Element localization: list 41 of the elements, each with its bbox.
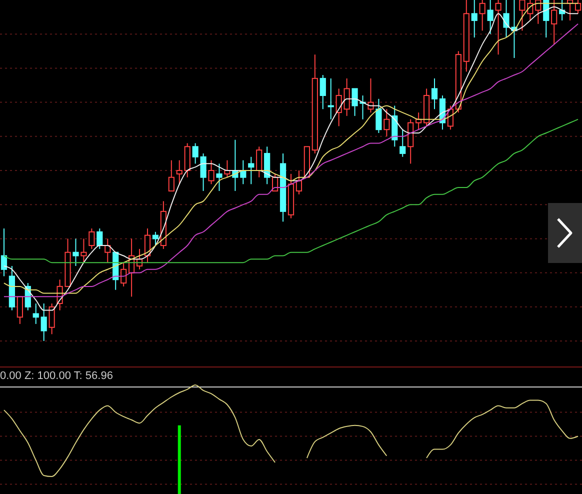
candlestick: [32, 302, 39, 324]
candlestick: [208, 160, 214, 185]
candlestick: [224, 160, 230, 178]
candlestick: [40, 302, 47, 342]
candlestick: [16, 296, 23, 324]
candlestick: [0, 228, 8, 277]
candlestick: [376, 98, 382, 134]
candlestick: [152, 231, 159, 246]
candlestick: [200, 152, 206, 192]
candlestick: [320, 74, 326, 110]
candlestick: [328, 78, 334, 120]
candlestick: [574, 0, 582, 14]
candlestick: [256, 146, 262, 178]
candlestick: [543, 0, 550, 38]
candlestick: [120, 262, 127, 287]
candlestick: [495, 0, 502, 56]
candlestick: [392, 105, 398, 148]
candlestick: [168, 160, 174, 192]
candlestick: [184, 142, 190, 178]
candlestick: [344, 78, 350, 116]
candlestick: [384, 108, 390, 137]
candlestick: [176, 160, 182, 185]
candlestick: [264, 146, 270, 185]
candlestick: [400, 129, 406, 158]
candlestick: [479, 0, 486, 32]
candlestick: [503, 0, 510, 38]
candlestick: [88, 228, 95, 250]
candlestick: [296, 170, 302, 195]
candlestick: [248, 156, 254, 185]
candlestick: [72, 238, 79, 266]
candlestick: [408, 118, 414, 164]
candlestick: [192, 142, 198, 164]
candlestick: [96, 228, 103, 250]
candlestick: [487, 0, 494, 35]
text: 0.00 Z: 100.00 T: 56.96: [0, 370, 113, 382]
candlestick: [48, 302, 55, 335]
candlestick: [80, 238, 87, 264]
candlestick: [216, 163, 222, 192]
candlestick: [551, 0, 558, 45]
candlestick: [431, 78, 438, 110]
candlestick: [471, 0, 478, 38]
